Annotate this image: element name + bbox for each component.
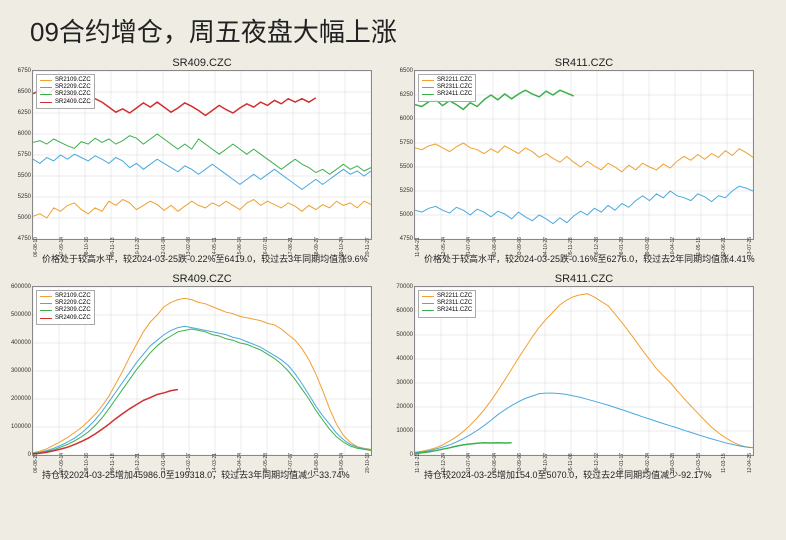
chart-panel: SR411.CZCSR2211.CZCSR2311.CZCSR2411.CZC4…	[402, 57, 766, 265]
chart-panel: SR409.CZCSR2109.CZCSR2209.CZCSR2309.CZCS…	[20, 273, 384, 481]
legend-swatch	[422, 310, 434, 311]
legend-label: SR2311.CZC	[437, 300, 472, 307]
legend-label: SR2211.CZC	[437, 77, 472, 84]
y-axis: 47505000525055005750600062506500	[391, 71, 413, 239]
legend-swatch	[40, 296, 52, 297]
x-axis: 06-08-1007-09-1408-10-1609-11-1310-12-27…	[33, 239, 371, 257]
x-axis: 11-04-2112-05-2401-07-0402-08-0403-09-06…	[415, 239, 753, 257]
legend-label: SR2109.CZC	[55, 77, 91, 84]
y-axis: 475050005250550057506000625065006750	[9, 71, 31, 239]
legend-swatch	[422, 94, 434, 95]
panel-title: SR409.CZC	[172, 57, 231, 69]
legend-swatch	[40, 318, 52, 319]
chart-panel: SR409.CZCSR2109.CZCSR2209.CZCSR2309.CZCS…	[20, 57, 384, 265]
y-axis: 010000200003000040000500006000070000	[391, 287, 413, 455]
legend-label: SR2209.CZC	[55, 84, 91, 91]
panel-title: SR409.CZC	[172, 273, 231, 285]
legend: SR2109.CZCSR2209.CZCSR2309.CZCSR2409.CZC	[36, 290, 95, 325]
legend: SR2109.CZCSR2209.CZCSR2309.CZCSR2409.CZC	[36, 74, 95, 109]
legend-label: SR2211.CZC	[437, 293, 472, 300]
legend-item: SR2409.CZC	[40, 99, 91, 106]
y-axis: 0100000200000300000400000500000600000	[9, 287, 31, 455]
legend-item: SR2211.CZC	[422, 293, 472, 300]
legend-label: SR2409.CZC	[55, 315, 91, 322]
legend: SR2211.CZCSR2311.CZCSR2411.CZC	[418, 290, 476, 318]
legend-label: SR2411.CZC	[437, 91, 472, 98]
legend-label: SR2309.CZC	[55, 91, 91, 98]
legend-swatch	[422, 296, 434, 297]
legend-item: SR2411.CZC	[422, 91, 472, 98]
legend-item: SR2109.CZC	[40, 293, 91, 300]
legend-item: SR2209.CZC	[40, 300, 91, 307]
chart-panel: SR411.CZCSR2211.CZCSR2311.CZCSR2411.CZC0…	[402, 273, 766, 481]
chart-grid: SR409.CZCSR2109.CZCSR2209.CZCSR2309.CZCS…	[12, 57, 774, 481]
chart-area: SR2109.CZCSR2209.CZCSR2309.CZCSR2409.CZC…	[32, 70, 372, 240]
legend-label: SR2311.CZC	[437, 84, 472, 91]
legend-item: SR2211.CZC	[422, 77, 472, 84]
legend-swatch	[422, 303, 434, 304]
legend-item: SR2209.CZC	[40, 84, 91, 91]
chart-area: SR2211.CZCSR2311.CZCSR2411.CZC4750500052…	[414, 70, 754, 240]
legend-label: SR2109.CZC	[55, 293, 91, 300]
legend-label: SR2409.CZC	[55, 99, 91, 106]
legend-label: SR2411.CZC	[437, 307, 472, 314]
legend-item: SR2109.CZC	[40, 77, 91, 84]
page-title: 09合约增仓，周五夜盘大幅上涨	[30, 12, 774, 49]
chart-area: SR2109.CZCSR2209.CZCSR2309.CZCSR2409.CZC…	[32, 286, 372, 456]
legend-item: SR2309.CZC	[40, 307, 91, 314]
legend-swatch	[422, 87, 434, 88]
legend-item: SR2411.CZC	[422, 307, 472, 314]
panel-title: SR411.CZC	[555, 57, 613, 69]
legend-item: SR2311.CZC	[422, 84, 472, 91]
legend-label: SR2309.CZC	[55, 307, 91, 314]
legend-swatch	[40, 303, 52, 304]
legend-swatch	[40, 310, 52, 311]
x-axis: 06-08-2007-09-1408-10-1609-11-1810-12-21…	[33, 455, 371, 473]
legend-item: SR2311.CZC	[422, 300, 472, 307]
panel-title: SR411.CZC	[555, 273, 613, 285]
legend-label: SR2209.CZC	[55, 300, 91, 307]
legend-item: SR2309.CZC	[40, 91, 91, 98]
x-axis: 11-11-2112-12-2401-07-0402-08-0403-09-06…	[415, 455, 753, 473]
legend-swatch	[40, 80, 52, 81]
legend-item: SR2409.CZC	[40, 315, 91, 322]
legend-swatch	[40, 87, 52, 88]
legend-swatch	[422, 80, 434, 81]
legend: SR2211.CZCSR2311.CZCSR2411.CZC	[418, 74, 476, 102]
chart-area: SR2211.CZCSR2311.CZCSR2411.CZC0100002000…	[414, 286, 754, 456]
legend-swatch	[40, 102, 52, 103]
legend-swatch	[40, 94, 52, 95]
